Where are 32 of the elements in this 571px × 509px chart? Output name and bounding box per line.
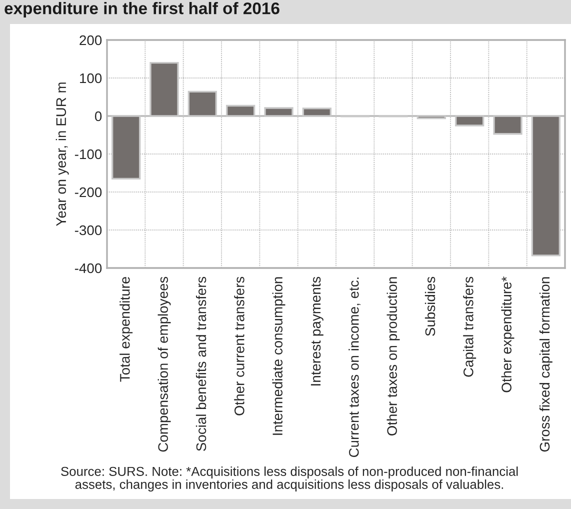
x-tick-label: Current taxes on income, etc.: [348, 278, 360, 458]
x-tick-label: Total expenditure: [120, 276, 133, 382]
y-tick-label: -400: [74, 263, 102, 274]
bar: [302, 108, 332, 117]
y-tick-label: -100: [74, 149, 102, 160]
y-tick-label: -300: [74, 225, 102, 236]
bar: [531, 115, 560, 256]
x-tick-label: Gross fixed capital formation: [539, 277, 552, 452]
bar: [226, 104, 256, 117]
x-tick-label: Other taxes on production: [386, 277, 400, 436]
x-tick-label: Social benefits and transfers: [196, 276, 206, 451]
bar: [493, 115, 522, 135]
y-tick-label: 100: [80, 73, 102, 84]
chart-title: expenditure in the first half of 2016: [4, 2, 280, 18]
y-tick-label: 200: [80, 35, 102, 46]
x-tick-label: Capital transfers: [463, 276, 476, 377]
x-tick-label: Compensation of employees: [158, 276, 171, 452]
x-tick-label: Interest payments: [310, 276, 324, 386]
y-tick-label: -200: [74, 187, 102, 198]
x-tick-label: Intermediate consumption: [272, 277, 286, 435]
x-tick-label: Other expenditure*: [501, 276, 514, 392]
y-axis-title: Year on year, in EUR m: [56, 82, 69, 226]
bar: [188, 90, 217, 117]
source-note: Source: SURS. Note: *Acquisitions less disposals of non-produced non-financial assets, changes in inventories and acquisitions less disposals of valuables.: [61, 466, 518, 492]
bar: [455, 115, 484, 126]
bar: [264, 107, 294, 117]
bar: [416, 115, 446, 120]
x-tick-label: Other current transfers: [234, 276, 244, 416]
x-tick-label: Subsidies: [424, 276, 436, 336]
bar: [150, 62, 179, 117]
bar: [112, 115, 141, 180]
y-tick-label: 0: [94, 111, 102, 122]
